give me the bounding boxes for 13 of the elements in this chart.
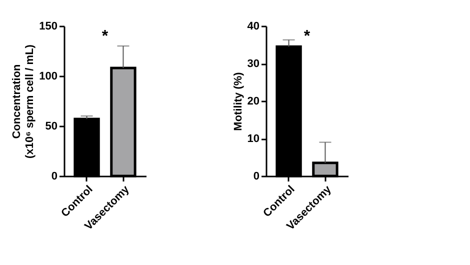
- y-tick-label: 30: [247, 58, 260, 70]
- y-tick-label: 10: [247, 133, 260, 145]
- y-tick-label: 50: [45, 120, 58, 132]
- annotation: *: [304, 28, 311, 45]
- y-tick-label: 150: [39, 20, 58, 32]
- y-tick-label: 0: [51, 170, 58, 182]
- y-tick-label: 20: [247, 96, 260, 108]
- y-tick-label: 100: [39, 70, 58, 82]
- y-tick-label: 0: [253, 170, 260, 182]
- annotation: *: [102, 28, 109, 45]
- y-axis-title: Concentration (x10⁶ sperm cell / mL): [11, 44, 36, 158]
- y-tick-label: 40: [247, 20, 260, 32]
- y-axis-title: Motility (%): [232, 72, 244, 131]
